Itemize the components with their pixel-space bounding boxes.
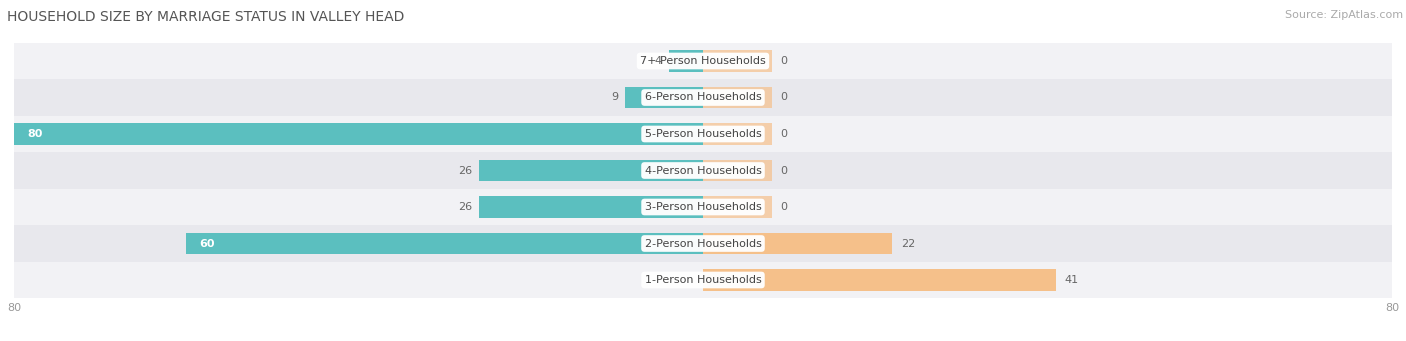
Text: 22: 22	[901, 238, 915, 249]
Bar	[479, 196, 703, 218]
Bar	[703, 196, 772, 218]
Text: 0: 0	[780, 202, 787, 212]
Text: 7+ Person Households: 7+ Person Households	[640, 56, 766, 66]
Text: 26: 26	[458, 165, 472, 176]
Text: 6-Person Households: 6-Person Households	[644, 92, 762, 103]
Text: 4: 4	[655, 56, 662, 66]
Text: 0: 0	[780, 92, 787, 103]
Text: 2-Person Households: 2-Person Households	[644, 238, 762, 249]
Bar	[703, 233, 893, 254]
Bar	[626, 87, 703, 108]
Bar	[14, 225, 1392, 262]
Bar	[14, 79, 1392, 116]
Text: 4-Person Households: 4-Person Households	[644, 165, 762, 176]
Bar	[703, 87, 772, 108]
Text: 60: 60	[200, 238, 215, 249]
Text: 26: 26	[458, 202, 472, 212]
Text: Source: ZipAtlas.com: Source: ZipAtlas.com	[1285, 10, 1403, 20]
Text: 3-Person Households: 3-Person Households	[644, 202, 762, 212]
Text: 9: 9	[612, 92, 619, 103]
Bar	[14, 116, 1392, 152]
Bar	[703, 50, 772, 72]
Bar	[669, 50, 703, 72]
Text: 0: 0	[780, 56, 787, 66]
Text: HOUSEHOLD SIZE BY MARRIAGE STATUS IN VALLEY HEAD: HOUSEHOLD SIZE BY MARRIAGE STATUS IN VAL…	[7, 10, 405, 24]
Bar	[14, 262, 1392, 298]
Text: 80: 80	[27, 129, 42, 139]
Text: 5-Person Households: 5-Person Households	[644, 129, 762, 139]
Bar	[703, 160, 772, 181]
Bar	[14, 189, 1392, 225]
Bar	[14, 43, 1392, 79]
Bar	[14, 152, 1392, 189]
Text: 1-Person Households: 1-Person Households	[644, 275, 762, 285]
Text: 0: 0	[780, 129, 787, 139]
Bar	[703, 123, 772, 145]
Bar	[479, 160, 703, 181]
Bar	[186, 233, 703, 254]
Text: 41: 41	[1064, 275, 1078, 285]
Bar	[703, 269, 1056, 291]
Text: 0: 0	[780, 165, 787, 176]
Bar	[14, 123, 703, 145]
